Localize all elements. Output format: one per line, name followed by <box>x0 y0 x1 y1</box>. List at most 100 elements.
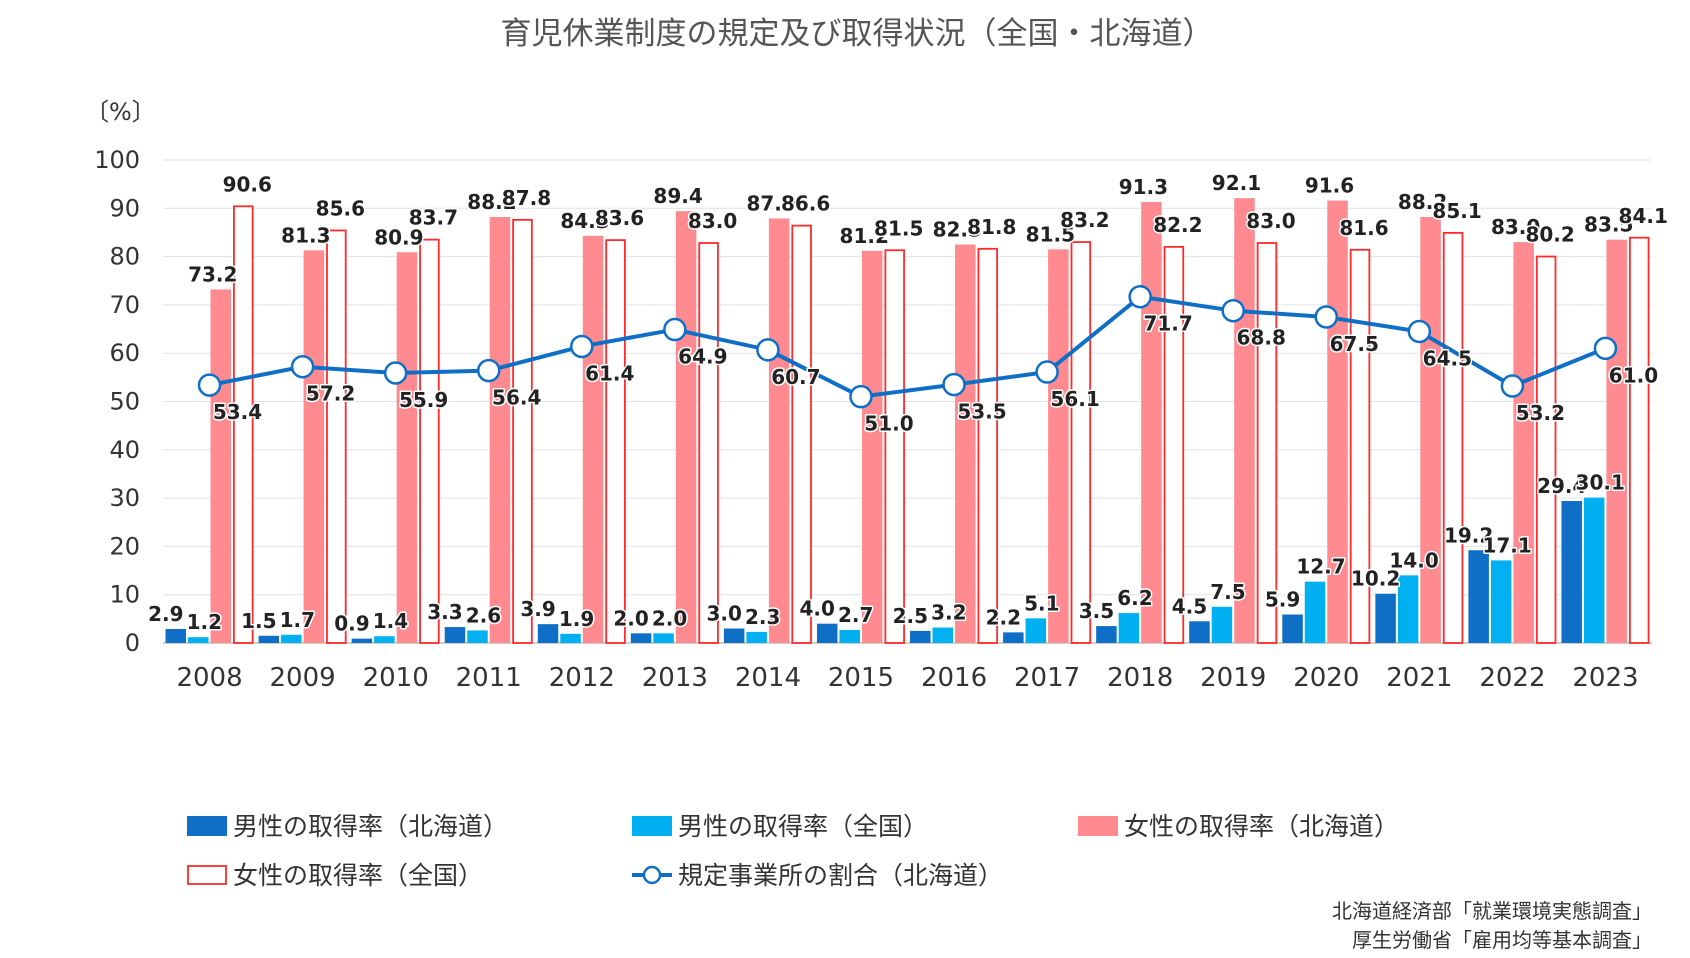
bar-bar-1 <box>281 634 302 643</box>
bar-bar-1 <box>1211 606 1233 643</box>
bar-bar-1 <box>188 637 209 643</box>
bar-bar-outline-3 <box>1349 248 1371 644</box>
data-label: 86.6 <box>781 192 830 216</box>
line-marker <box>197 373 222 397</box>
x-tick-label: 2018 <box>1107 663 1173 693</box>
data-label: 12.7 <box>1296 555 1345 579</box>
x-tick-label: 2023 <box>1572 663 1638 693</box>
data-label: 2.2 <box>986 605 1021 629</box>
data-label: 83.0 <box>1246 209 1295 233</box>
bar-bar-outline-3 <box>326 229 347 644</box>
bar-bar-0 <box>630 633 652 643</box>
data-label: 1.4 <box>373 609 408 633</box>
data-label: 81.5 <box>874 216 923 240</box>
y-tick-label: 50 <box>109 388 140 416</box>
data-label: 83.0 <box>688 209 737 233</box>
bar-bar-2 <box>303 250 325 644</box>
line-marker <box>570 334 594 359</box>
data-label: 3.3 <box>427 600 462 624</box>
line-marker <box>1221 298 1245 323</box>
data-label: 80.2 <box>1525 223 1574 247</box>
line-data-label: 56.1 <box>1050 387 1099 411</box>
bar-bar-1 <box>839 629 860 643</box>
x-tick-label: 2016 <box>921 663 987 693</box>
data-label: 5.1 <box>1024 591 1059 615</box>
bar-bar-outline-3 <box>1442 231 1464 644</box>
data-label: 10.2 <box>1351 567 1400 591</box>
bar-bar-0 <box>1282 614 1303 643</box>
y-tick-label: 10 <box>109 581 140 609</box>
x-tick-label: 2008 <box>176 663 242 693</box>
data-label: 87.8 <box>502 186 551 210</box>
line-path <box>209 294 1607 399</box>
legend-label: 男性の取得率（全国） <box>678 812 928 841</box>
data-label: 17.1 <box>1482 533 1531 557</box>
data-label: 83.2 <box>1060 208 1109 232</box>
bar-bar-outline-3 <box>1163 245 1185 644</box>
data-label: 7.5 <box>1210 580 1245 604</box>
y-tick-label: 80 <box>109 243 140 271</box>
source-line: 厚生労働省「雇用均等基本調査」 <box>1352 928 1652 952</box>
data-label: 19.2 <box>1444 523 1493 547</box>
data-label: 88.2 <box>1398 190 1447 214</box>
y-tick-label: 30 <box>109 484 140 512</box>
legend-swatch <box>632 816 672 836</box>
bar-bar-outline-3 <box>419 238 440 644</box>
x-tick-label: 2017 <box>1014 663 1080 693</box>
legend-marker-swatch <box>642 865 662 885</box>
data-label: 29.4 <box>1537 474 1586 498</box>
y-tick-label: 40 <box>109 436 140 464</box>
line-marker <box>756 338 780 362</box>
line-marker <box>663 317 687 342</box>
bar-bar-2 <box>1513 242 1534 644</box>
data-label: 6.2 <box>1117 586 1152 610</box>
bar-bar-outline-3 <box>977 247 999 644</box>
data-label: 83.5 <box>1584 213 1633 237</box>
bar-bar-1 <box>1397 575 1419 643</box>
bar-bar-1 <box>560 633 581 643</box>
bar-bar-outline-3 <box>1628 236 1650 644</box>
bar-bar-outline-3 <box>233 205 254 644</box>
data-label: 81.5 <box>1026 222 1075 246</box>
data-label: 91.6 <box>1305 174 1354 198</box>
bar-bar-0 <box>258 635 280 643</box>
line-data-label: 61.0 <box>1609 363 1658 387</box>
x-tick-label: 2020 <box>1293 663 1359 693</box>
data-label: 5.9 <box>1265 588 1300 612</box>
bar-bar-1 <box>1025 618 1047 643</box>
line-data-label: 51.0 <box>864 412 913 436</box>
line-data-label: 53.2 <box>1516 401 1565 425</box>
bar-bar-2 <box>1606 239 1627 643</box>
bar-bar-1 <box>467 630 488 643</box>
line-marker <box>290 354 315 379</box>
bar-bar-outline-3 <box>512 218 533 644</box>
data-label: 3.9 <box>520 597 555 621</box>
data-label: 91.3 <box>1119 175 1168 199</box>
y-tick-label: 90 <box>109 194 140 222</box>
line-data-label: 53.5 <box>957 400 1006 424</box>
bar-bar-0 <box>1096 626 1117 643</box>
data-label: 83.6 <box>595 206 644 230</box>
data-label: 81.3 <box>281 223 330 247</box>
data-label: 3.5 <box>1079 599 1114 623</box>
chart-title: 育児休業制度の規定及び取得状況（全国・北海道） <box>501 16 1214 52</box>
x-tick-label: 2011 <box>456 663 522 693</box>
legend-label: 女性の取得率（北海道） <box>1124 812 1399 841</box>
line-data-label: 57.2 <box>306 382 355 406</box>
bar-bar-0 <box>1003 632 1024 643</box>
legend-swatch <box>1078 816 1118 836</box>
x-tick-label: 2022 <box>1479 663 1545 693</box>
bar-bar-0 <box>444 627 466 643</box>
data-label: 82.5 <box>933 218 982 242</box>
source-line: 北海道経済部「就業環境実態調査」 <box>1332 899 1652 923</box>
x-tick-label: 2014 <box>735 663 801 693</box>
line-data-label: 64.9 <box>678 345 727 369</box>
bar-bar-2 <box>1234 198 1255 644</box>
bar-bar-2 <box>210 289 232 643</box>
legend-label: 男性の取得率（北海道） <box>233 812 508 841</box>
line-data-label: 60.7 <box>771 365 820 389</box>
data-label: 92.1 <box>1212 171 1261 195</box>
bar-bar-2 <box>861 250 883 643</box>
data-label: 85.1 <box>1432 199 1481 223</box>
data-label: 84.1 <box>1619 204 1668 228</box>
